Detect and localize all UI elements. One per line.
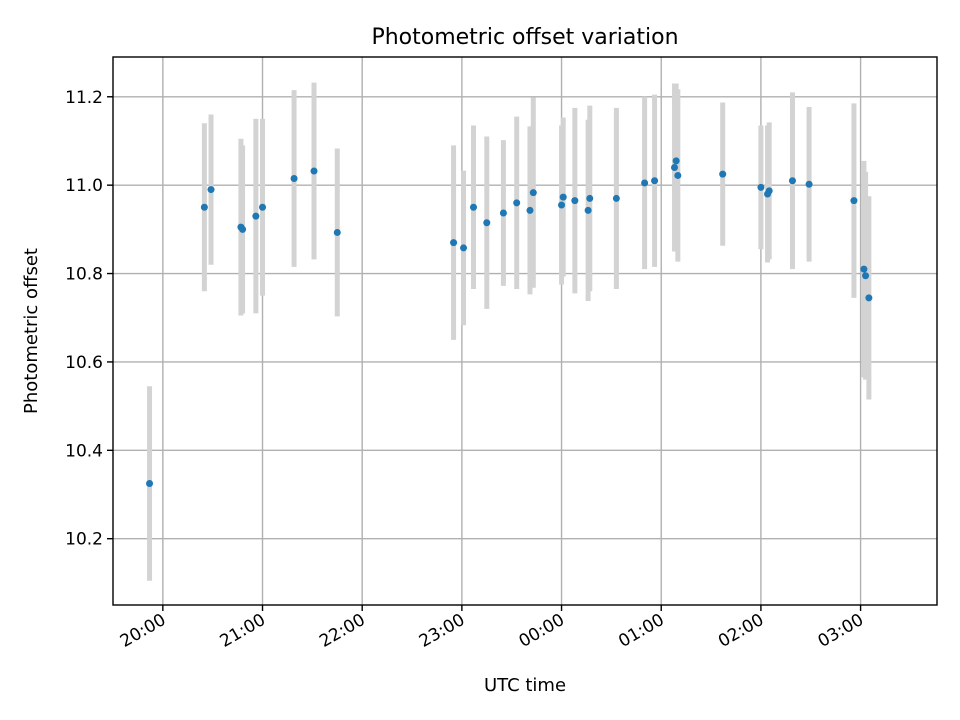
x-tick-label: 02:00 bbox=[715, 610, 767, 652]
x-axis-ticks: 20:00 21:00 22:00 23:00 00:00 01:00 02:00 03:00 bbox=[117, 605, 867, 652]
data-point bbox=[483, 219, 491, 227]
y-tick-label: 10.8 bbox=[65, 265, 103, 285]
data-point bbox=[862, 272, 870, 280]
x-tick-label: 22:00 bbox=[316, 610, 368, 652]
data-point bbox=[672, 157, 680, 165]
data-point bbox=[612, 194, 620, 202]
x-tick-label: 23:00 bbox=[416, 610, 468, 652]
grid bbox=[113, 57, 937, 605]
data-point bbox=[470, 203, 477, 211]
plot-frame bbox=[112, 56, 938, 606]
data-point bbox=[526, 206, 534, 214]
y-tick-label: 11.0 bbox=[65, 176, 103, 196]
data-point bbox=[765, 187, 773, 195]
data-point bbox=[146, 479, 154, 487]
data-point bbox=[259, 203, 267, 211]
x-tick-label: 03:00 bbox=[815, 610, 867, 652]
data-point bbox=[200, 203, 208, 211]
data-point bbox=[499, 209, 507, 217]
data-point bbox=[719, 170, 727, 178]
data-point bbox=[450, 239, 458, 247]
data-point bbox=[252, 212, 260, 220]
data-point bbox=[805, 180, 813, 188]
data-point bbox=[529, 189, 537, 197]
data-point bbox=[788, 177, 796, 185]
data-point bbox=[333, 228, 341, 236]
data-point bbox=[310, 167, 318, 175]
y-axis-label: Photometric offset bbox=[21, 248, 42, 414]
data-point bbox=[674, 171, 682, 179]
data-point bbox=[757, 183, 765, 191]
data-point bbox=[584, 206, 592, 214]
data-point bbox=[641, 179, 649, 187]
data-points bbox=[146, 157, 873, 487]
x-tick-label: 01:00 bbox=[615, 610, 667, 652]
data-point bbox=[850, 197, 858, 205]
y-tick-label: 10.2 bbox=[65, 530, 103, 550]
x-tick-label: 20:00 bbox=[117, 610, 169, 652]
y-tick-label: 11.2 bbox=[65, 88, 103, 108]
data-point bbox=[671, 163, 679, 171]
data-point bbox=[586, 194, 594, 202]
data-point bbox=[571, 197, 579, 205]
data-point bbox=[865, 294, 873, 302]
data-point bbox=[290, 175, 298, 183]
data-point bbox=[651, 177, 659, 185]
x-axis-label: UTC time bbox=[484, 675, 566, 696]
chart-title: Photometric offset variation bbox=[371, 25, 678, 50]
data-point bbox=[559, 193, 567, 201]
y-axis-ticks: 10.2 10.4 10.6 10.8 11.0 11.2 bbox=[65, 88, 113, 550]
data-point bbox=[558, 201, 566, 209]
x-tick-label: 00:00 bbox=[516, 610, 568, 652]
data-point bbox=[513, 199, 521, 207]
data-point bbox=[207, 186, 215, 194]
y-tick-label: 10.4 bbox=[65, 441, 103, 461]
data-point bbox=[460, 244, 468, 252]
x-tick-label: 21:00 bbox=[217, 610, 269, 652]
y-tick-label: 10.6 bbox=[65, 353, 103, 373]
data-point bbox=[239, 225, 247, 233]
data-point bbox=[860, 265, 868, 273]
